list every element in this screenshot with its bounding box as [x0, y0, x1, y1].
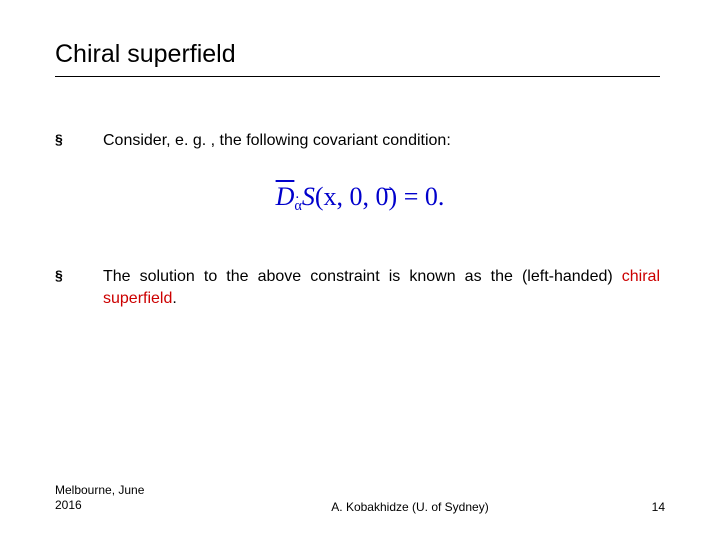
footer-author: A. Kobakhidze (U. of Sydney): [215, 500, 605, 514]
footer: Melbourne, June 2016 A. Kobakhidze (U. o…: [55, 483, 665, 514]
footer-venue-line1: Melbourne, June: [55, 483, 215, 499]
footer-venue-line2: 2016: [55, 498, 215, 514]
footer-page-number: 14: [605, 500, 665, 514]
footer-venue: Melbourne, June 2016: [55, 483, 215, 514]
bullet-text-suffix: .: [172, 290, 176, 307]
title-underline: [55, 76, 660, 77]
bullet-text: The solution to the above constraint is …: [103, 266, 660, 309]
slide-title: Chiral superfield: [55, 40, 236, 69]
bullet-item: § The solution to the above constraint i…: [55, 266, 660, 309]
bullet-text: Consider, e. g. , the following covarian…: [103, 130, 660, 152]
slide: Chiral superfield § Consider, e. g. , th…: [0, 0, 720, 540]
equation-body: DαS(x, 0, 0̄) = 0.: [276, 182, 445, 211]
bullet-marker: §: [55, 130, 103, 148]
bullet-marker: §: [55, 266, 103, 284]
eq-alpha: α: [294, 198, 302, 214]
bullet-text-prefix: The solution to the above constraint is …: [103, 268, 622, 285]
eq-args: (x, 0, 0̄) = 0.: [315, 182, 444, 211]
eq-D: D: [276, 182, 295, 211]
equation: DαS(x, 0, 0̄) = 0.: [0, 182, 720, 215]
eq-S: S: [302, 182, 315, 211]
bullet-item: § Consider, e. g. , the following covari…: [55, 130, 660, 152]
